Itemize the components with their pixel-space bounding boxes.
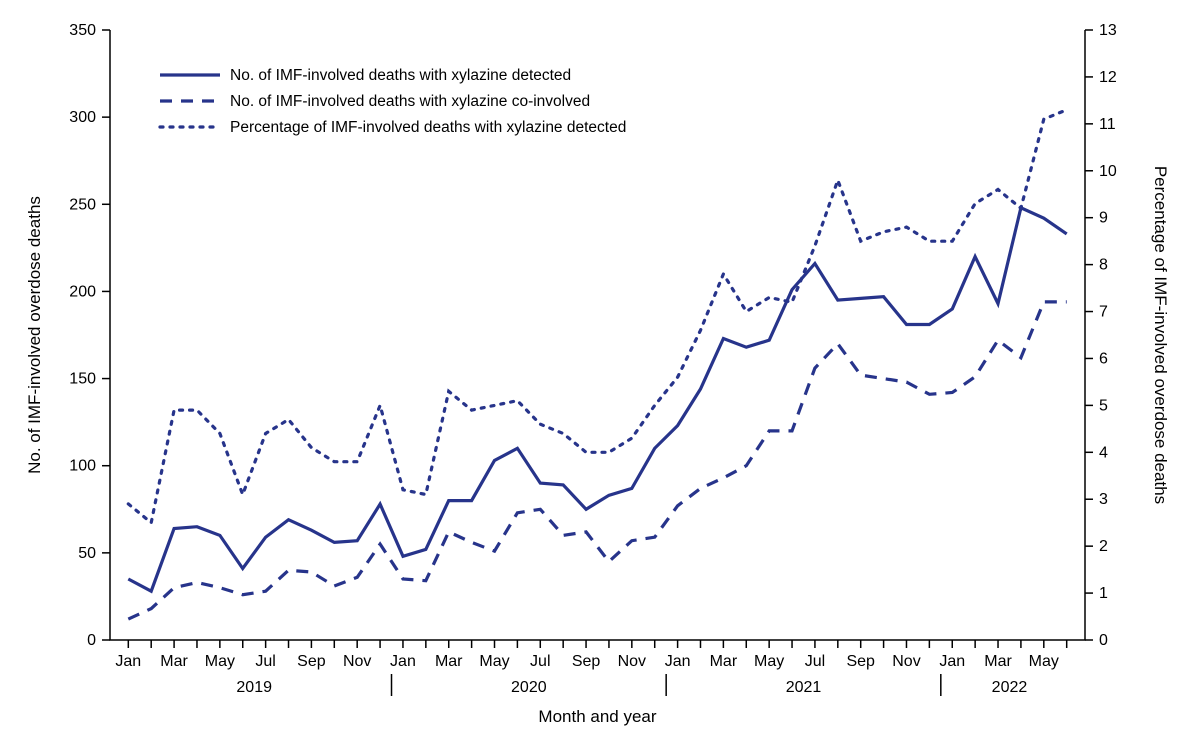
svg-text:May: May — [479, 653, 509, 670]
svg-text:Jan: Jan — [115, 653, 141, 670]
svg-text:10: 10 — [1099, 163, 1117, 180]
line-chart: 050100150200250300350012345678910111213J… — [0, 0, 1200, 755]
svg-text:13: 13 — [1099, 22, 1117, 39]
svg-text:250: 250 — [69, 196, 96, 213]
legend-label: No. of IMF-involved deaths with xylazine… — [230, 67, 571, 84]
svg-text:Month and year: Month and year — [538, 707, 656, 726]
svg-text:6: 6 — [1099, 350, 1108, 367]
svg-text:Jan: Jan — [665, 653, 691, 670]
svg-text:2021: 2021 — [786, 679, 822, 696]
svg-text:Mar: Mar — [435, 653, 463, 670]
svg-text:Jan: Jan — [390, 653, 416, 670]
svg-text:Mar: Mar — [160, 653, 188, 670]
svg-text:May: May — [205, 653, 235, 670]
svg-text:300: 300 — [69, 109, 96, 126]
svg-text:8: 8 — [1099, 257, 1108, 274]
series-coinvolved_count — [128, 302, 1066, 619]
svg-text:9: 9 — [1099, 210, 1108, 227]
svg-text:Mar: Mar — [710, 653, 738, 670]
svg-text:Jul: Jul — [255, 653, 275, 670]
svg-text:Jul: Jul — [530, 653, 550, 670]
svg-text:2020: 2020 — [511, 679, 547, 696]
svg-text:4: 4 — [1099, 444, 1108, 461]
legend-label: Percentage of IMF-involved deaths with x… — [230, 119, 626, 136]
svg-text:Nov: Nov — [892, 653, 920, 670]
svg-text:2019: 2019 — [236, 679, 272, 696]
series-detected_pct — [128, 110, 1066, 523]
svg-text:Jan: Jan — [939, 653, 965, 670]
chart-svg: 050100150200250300350012345678910111213J… — [0, 0, 1200, 755]
svg-text:100: 100 — [69, 458, 96, 475]
svg-text:Jul: Jul — [805, 653, 825, 670]
svg-text:1: 1 — [1099, 585, 1108, 602]
svg-text:50: 50 — [78, 545, 96, 562]
legend-label: No. of IMF-involved deaths with xylazine… — [230, 93, 590, 110]
svg-text:Sep: Sep — [297, 653, 326, 670]
svg-text:5: 5 — [1099, 397, 1108, 414]
svg-text:3: 3 — [1099, 491, 1108, 508]
svg-text:150: 150 — [69, 371, 96, 388]
svg-text:350: 350 — [69, 22, 96, 39]
series-detected_count — [128, 208, 1066, 591]
svg-text:2022: 2022 — [992, 679, 1028, 696]
svg-text:Mar: Mar — [984, 653, 1012, 670]
svg-text:Nov: Nov — [618, 653, 646, 670]
svg-text:0: 0 — [1099, 632, 1108, 649]
svg-text:0: 0 — [87, 632, 96, 649]
svg-text:200: 200 — [69, 283, 96, 300]
svg-text:12: 12 — [1099, 69, 1117, 86]
svg-text:May: May — [754, 653, 784, 670]
svg-text:7: 7 — [1099, 304, 1108, 321]
svg-text:May: May — [1029, 653, 1059, 670]
svg-text:No. of IMF-involved overdose d: No. of IMF-involved overdose deaths — [25, 196, 44, 474]
svg-text:Nov: Nov — [343, 653, 371, 670]
svg-text:11: 11 — [1099, 116, 1116, 133]
svg-text:Sep: Sep — [572, 653, 601, 670]
svg-text:Sep: Sep — [846, 653, 875, 670]
svg-text:Percentage of IMF-involved ove: Percentage of IMF-involved overdose deat… — [1151, 166, 1170, 504]
svg-text:2: 2 — [1099, 538, 1108, 555]
